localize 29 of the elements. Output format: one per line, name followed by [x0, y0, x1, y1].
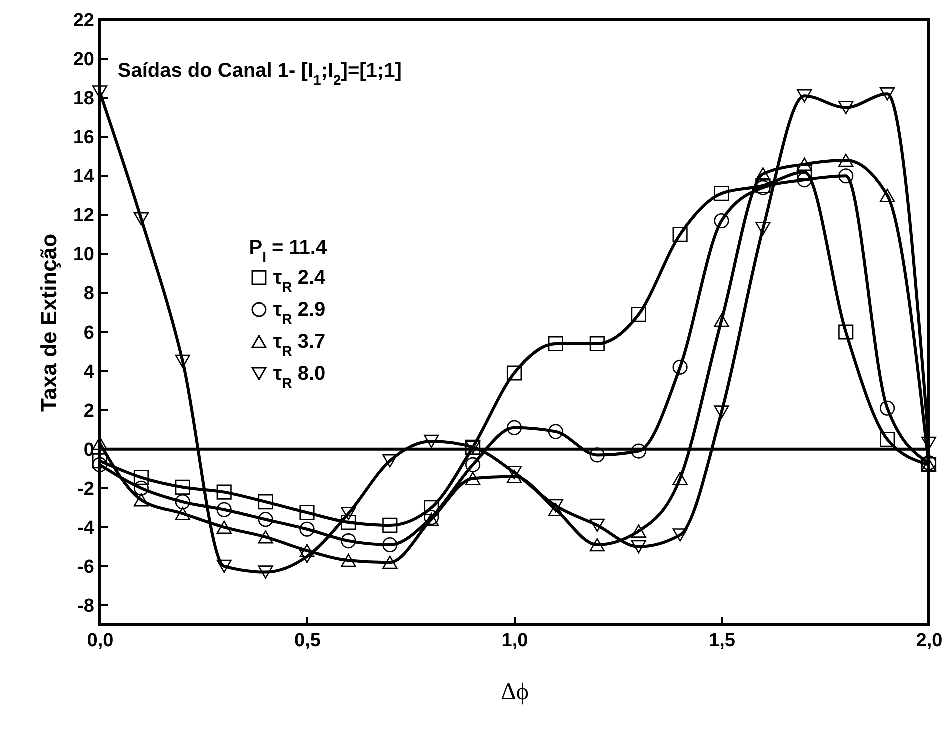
- x-tick-label: 0,5: [294, 630, 322, 652]
- y-tick-label: 22: [73, 10, 94, 32]
- x-tick-label: 1,0: [502, 630, 528, 652]
- y-tick-label: 4: [84, 362, 95, 383]
- legend-title: P$_{I}$ = 11.4: [249, 236, 328, 265]
- y-tick-label: 16: [73, 128, 94, 149]
- legend-label: τ$_{R}$ 2.4: [273, 266, 327, 295]
- y-axis-title: Taxa de Extinção: [36, 234, 62, 412]
- y-tick-label: 10: [73, 244, 94, 266]
- y-tick-label: 14: [73, 166, 95, 188]
- y-tick-label: 2: [84, 400, 94, 422]
- y-tick-label: 12: [73, 206, 94, 227]
- legend-label: τ$_{R}$ 2.9: [273, 298, 326, 327]
- x-axis-title: Δϕ: [500, 680, 530, 706]
- y-tick-label: 0: [84, 440, 94, 461]
- legend-label: τ$_{R}$ 8.0: [273, 362, 326, 391]
- x-tick-label: 1,5: [709, 630, 736, 652]
- legend-label: τ$_{R}$ 3.7: [273, 330, 326, 359]
- y-tick-label: 6: [84, 322, 94, 344]
- y-tick-label: -6: [78, 556, 94, 578]
- x-tick-label: 0,0: [87, 630, 114, 652]
- y-tick-label: -8: [78, 596, 94, 617]
- y-tick-label: 18: [73, 88, 94, 110]
- x-tick-label: 2,0: [916, 630, 943, 652]
- text: Saídas do Canal 1- [I$_{1}$;I$_{2}$]=[1;1]: [118, 60, 402, 88]
- y-tick-label: 20: [73, 50, 94, 71]
- y-tick-label: -4: [78, 518, 95, 539]
- y-tick-label: 8: [84, 284, 94, 305]
- y-tick-label: -2: [78, 478, 94, 500]
